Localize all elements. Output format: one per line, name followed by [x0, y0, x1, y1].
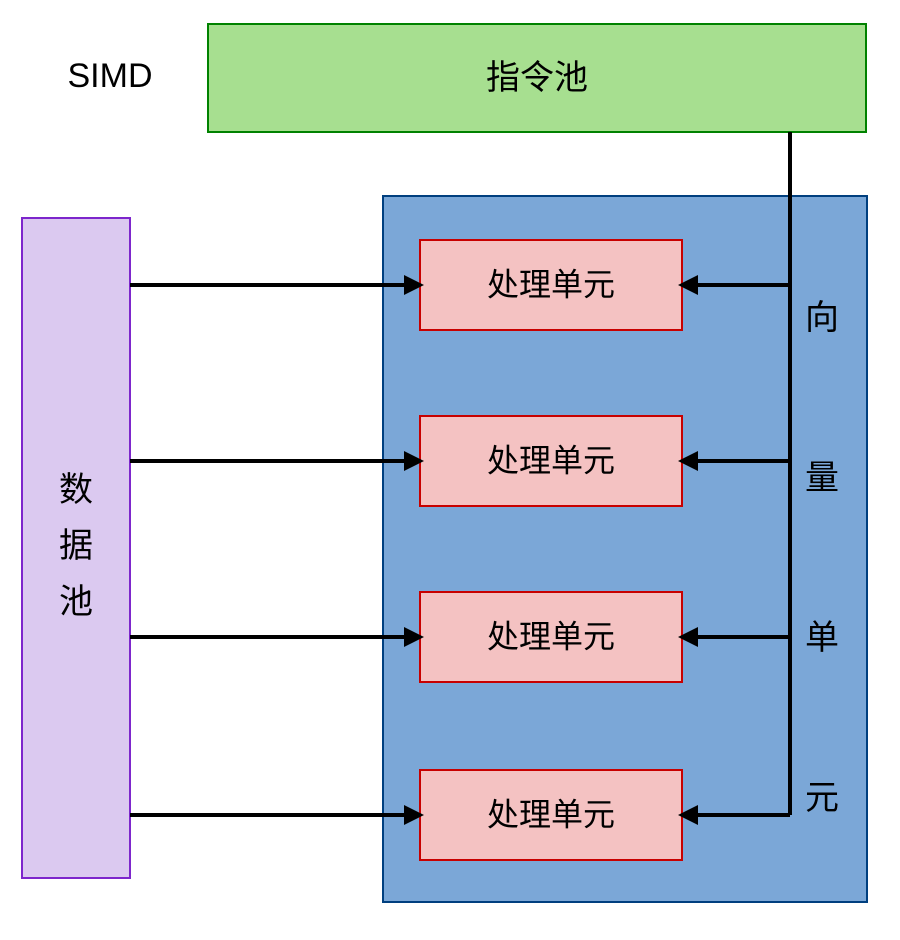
svg-text:据: 据: [59, 527, 93, 565]
simd-diagram: SIMD 指令池 数据池 向量单元 处理单元处理单元处理单元处理单元: [0, 0, 900, 940]
processing-unit-label: 处理单元: [487, 618, 615, 654]
svg-text:量: 量: [805, 459, 839, 497]
diagram-title: SIMD: [68, 57, 153, 95]
svg-text:池: 池: [59, 583, 93, 621]
svg-text:数: 数: [59, 471, 93, 509]
instruction-pool-box: 指令池: [208, 24, 866, 132]
instruction-pool-label: 指令池: [486, 59, 588, 97]
processing-unit: 处理单元: [420, 416, 682, 506]
processing-unit-label: 处理单元: [487, 266, 615, 302]
data-pool-label: 数据池: [59, 471, 93, 621]
svg-text:元: 元: [805, 779, 839, 817]
processing-unit: 处理单元: [420, 770, 682, 860]
data-pool-box: 数据池: [22, 218, 130, 878]
svg-text:向: 向: [805, 299, 839, 337]
svg-text:单: 单: [805, 619, 839, 657]
processing-unit-label: 处理单元: [487, 442, 615, 478]
processing-unit-label: 处理单元: [487, 796, 615, 832]
processing-unit: 处理单元: [420, 592, 682, 682]
processing-unit: 处理单元: [420, 240, 682, 330]
